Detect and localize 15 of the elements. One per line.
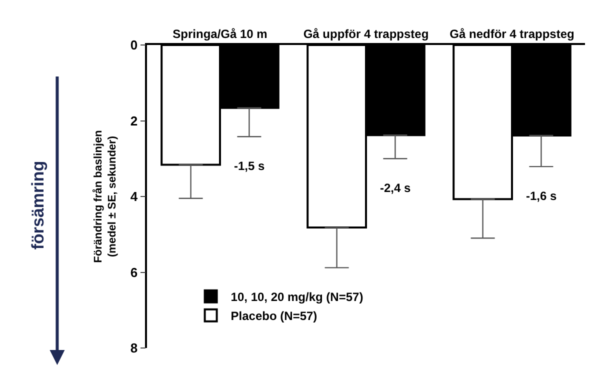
y-tick-label: 8 bbox=[130, 340, 138, 356]
text: försämring bbox=[28, 160, 48, 250]
x-tick-label: Gå uppför 4 trappsteg bbox=[303, 27, 429, 42]
y-tick-label: 4 bbox=[130, 189, 138, 204]
annotation: -2,4 s bbox=[380, 181, 412, 195]
legend-label: Placebo (N=57) bbox=[230, 309, 318, 323]
y-tick-label: 2 bbox=[130, 113, 138, 128]
y-axis-title: Förändring från baslinjen (medel ± SE, sekunder) bbox=[91, 130, 119, 263]
x-tick-label: Springa/Gå 10 m bbox=[172, 27, 268, 42]
y-tick-label: 0 bbox=[130, 38, 138, 53]
annotation: -1,5 s bbox=[234, 159, 266, 173]
legend-label: 10, 10, 20 mg/kg (N=57) bbox=[230, 290, 364, 304]
x-tick-label: Gå nedför 4 trappsteg bbox=[450, 27, 574, 42]
y-tick-label: 6 bbox=[130, 264, 138, 280]
annotation: -1,6 s bbox=[526, 189, 558, 203]
